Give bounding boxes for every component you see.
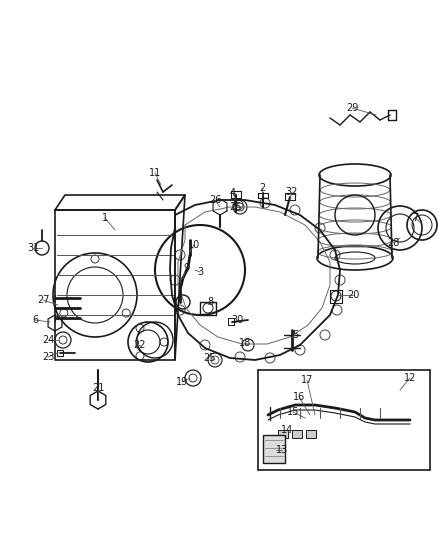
Text: 21: 21	[92, 383, 104, 393]
Text: 18: 18	[239, 338, 251, 348]
Text: 29: 29	[346, 103, 358, 113]
Text: 27: 27	[37, 295, 49, 305]
Bar	[263, 435, 285, 463]
Text: 25: 25	[229, 202, 241, 212]
Bar	[306, 430, 316, 438]
Text: 5: 5	[292, 330, 298, 340]
Text: 12: 12	[404, 373, 416, 383]
Text: 28: 28	[387, 238, 399, 248]
Text: 26: 26	[209, 195, 221, 205]
Text: 10: 10	[188, 240, 200, 250]
Text: 20: 20	[347, 290, 359, 300]
Text: 25: 25	[204, 353, 216, 363]
Text: 7: 7	[412, 213, 418, 223]
Text: 31: 31	[27, 243, 39, 253]
Text: 11: 11	[149, 168, 161, 178]
Text: 3: 3	[197, 267, 203, 277]
Bar	[292, 430, 302, 438]
Text: 8: 8	[207, 297, 213, 307]
Text: 24: 24	[42, 335, 54, 345]
Text: 16: 16	[293, 392, 305, 402]
Bar	[278, 430, 288, 438]
Text: 19: 19	[176, 377, 188, 387]
Bar	[258, 370, 430, 470]
Text: 17: 17	[301, 375, 313, 385]
Text: 13: 13	[276, 445, 288, 455]
Text: 30: 30	[231, 315, 243, 325]
Text: 23: 23	[42, 352, 54, 362]
Text: 2: 2	[259, 183, 265, 193]
Text: 15: 15	[287, 407, 299, 417]
Text: 22: 22	[134, 340, 146, 350]
Text: 14: 14	[281, 425, 293, 435]
Text: 6: 6	[32, 315, 38, 325]
Text: 32: 32	[286, 187, 298, 197]
Text: 1: 1	[102, 213, 108, 223]
Text: 9: 9	[183, 263, 189, 273]
Text: 4: 4	[230, 188, 236, 198]
